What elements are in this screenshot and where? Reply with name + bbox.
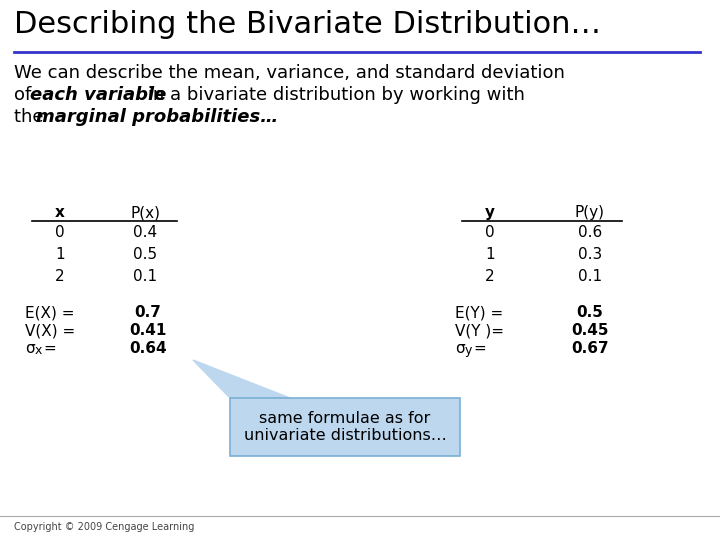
Text: 0.1: 0.1 bbox=[133, 269, 157, 284]
Text: Copyright © 2009 Cengage Learning: Copyright © 2009 Cengage Learning bbox=[14, 522, 194, 532]
Text: 1: 1 bbox=[485, 247, 495, 262]
Text: =: = bbox=[473, 341, 486, 356]
Text: P(x): P(x) bbox=[130, 205, 160, 220]
Text: x: x bbox=[35, 344, 42, 357]
Text: 2: 2 bbox=[55, 269, 65, 284]
Text: y: y bbox=[465, 344, 472, 357]
Text: 0.6: 0.6 bbox=[578, 225, 602, 240]
Text: 0.41: 0.41 bbox=[130, 323, 167, 338]
Text: P(y): P(y) bbox=[575, 205, 605, 220]
Text: y: y bbox=[485, 205, 495, 220]
Text: 1: 1 bbox=[55, 247, 65, 262]
Text: each variable: each variable bbox=[30, 86, 166, 104]
Text: =: = bbox=[43, 341, 55, 356]
Text: 0.7: 0.7 bbox=[135, 305, 161, 320]
Text: Describing the Bivariate Distribution…: Describing the Bivariate Distribution… bbox=[14, 10, 601, 39]
Text: 0: 0 bbox=[485, 225, 495, 240]
Text: of: of bbox=[14, 86, 37, 104]
Text: 0.67: 0.67 bbox=[571, 341, 609, 356]
FancyBboxPatch shape bbox=[230, 398, 460, 456]
Text: 0.5: 0.5 bbox=[577, 305, 603, 320]
Text: marginal probabilities…: marginal probabilities… bbox=[36, 108, 278, 126]
Text: in a bivariate distribution by working with: in a bivariate distribution by working w… bbox=[142, 86, 525, 104]
Text: V(X) =: V(X) = bbox=[25, 323, 76, 338]
Text: 2: 2 bbox=[485, 269, 495, 284]
Text: We can describe the mean, variance, and standard deviation: We can describe the mean, variance, and … bbox=[14, 64, 565, 82]
Text: E(Y) =: E(Y) = bbox=[455, 305, 503, 320]
Text: 0.3: 0.3 bbox=[578, 247, 602, 262]
Text: 0.64: 0.64 bbox=[129, 341, 167, 356]
Text: 0.5: 0.5 bbox=[133, 247, 157, 262]
Text: x: x bbox=[55, 205, 65, 220]
Text: 0.45: 0.45 bbox=[571, 323, 608, 338]
Text: the: the bbox=[14, 108, 49, 126]
Text: σ: σ bbox=[455, 341, 464, 356]
Text: V(Y )=: V(Y )= bbox=[455, 323, 504, 338]
Text: 0.1: 0.1 bbox=[578, 269, 602, 284]
Text: E(X) =: E(X) = bbox=[25, 305, 74, 320]
Text: 0.4: 0.4 bbox=[133, 225, 157, 240]
Text: 0: 0 bbox=[55, 225, 65, 240]
Text: same formulae as for
univariate distributions…: same formulae as for univariate distribu… bbox=[243, 411, 446, 443]
Polygon shape bbox=[193, 360, 290, 398]
Text: σ: σ bbox=[25, 341, 35, 356]
